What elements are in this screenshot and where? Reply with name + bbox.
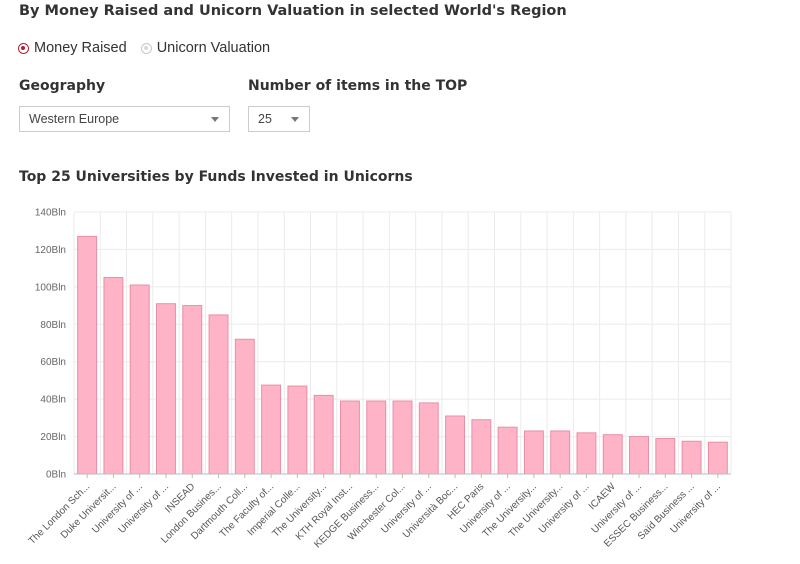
bar[interactable] xyxy=(445,415,466,475)
y-tick-label: 120Bln xyxy=(35,245,66,256)
geography-select-value: Western Europe xyxy=(29,112,120,126)
chevron-down-icon xyxy=(211,116,219,122)
bar[interactable] xyxy=(103,277,124,475)
metric-radio-group: Money Raised Unicorn Valuation xyxy=(18,40,284,56)
bar[interactable] xyxy=(287,385,308,475)
bar[interactable] xyxy=(208,314,229,475)
bar[interactable] xyxy=(156,303,176,475)
bar[interactable] xyxy=(366,400,387,475)
bar[interactable] xyxy=(339,400,360,475)
bar[interactable] xyxy=(313,394,334,475)
bar[interactable] xyxy=(576,432,597,475)
y-tick-label: 60Bln xyxy=(40,357,66,368)
top-n-select-value: 25 xyxy=(258,112,272,126)
chart-bars xyxy=(77,235,728,475)
bar[interactable] xyxy=(550,430,571,475)
y-tick-label: 20Bln xyxy=(40,432,66,443)
bar[interactable] xyxy=(182,305,203,475)
y-tick-label: 80Bln xyxy=(40,320,66,331)
bar[interactable] xyxy=(129,284,150,475)
bar-chart: 0Bln 20Bln 40Bln 60Bln 80Bln 100Bln 120Bln 140B… xyxy=(27,208,732,550)
bar[interactable] xyxy=(629,436,649,475)
y-tick-label: 0Bln xyxy=(46,470,66,481)
bar[interactable] xyxy=(418,402,439,475)
geography-select[interactable]: Western Europe xyxy=(19,106,230,132)
y-tick-label: 140Bln xyxy=(35,208,66,219)
bar[interactable] xyxy=(602,434,623,475)
top-n-select[interactable]: 25 xyxy=(248,106,310,132)
chevron-down-icon xyxy=(291,116,299,122)
radio-checked-icon[interactable] xyxy=(18,42,29,54)
bar[interactable] xyxy=(655,437,676,475)
geography-label: Geography xyxy=(19,78,106,94)
page-title: By Money Raised and Unicorn Valuation in… xyxy=(19,3,567,19)
radio-unicorn-valuation-label: Unicorn Valuation xyxy=(156,40,271,56)
bar[interactable] xyxy=(261,384,282,475)
bar[interactable] xyxy=(497,426,518,475)
bar[interactable] xyxy=(234,338,255,475)
radio-money-raised-label: Money Raised xyxy=(34,40,127,56)
bar[interactable] xyxy=(392,400,413,475)
bar[interactable] xyxy=(523,430,544,475)
radio-unchecked-icon[interactable] xyxy=(140,42,152,54)
bar[interactable] xyxy=(681,440,702,475)
y-tick-label: 40Bln xyxy=(40,395,66,406)
radio-money-raised[interactable]: Money Raised xyxy=(18,40,127,56)
bar[interactable] xyxy=(707,441,728,475)
bar[interactable] xyxy=(471,419,492,475)
y-tick-label: 100Bln xyxy=(35,282,66,293)
top-n-label: Number of items in the TOP xyxy=(248,78,468,94)
radio-unicorn-valuation[interactable]: Unicorn Valuation xyxy=(140,40,271,56)
bar[interactable] xyxy=(77,235,98,475)
chart-title: Top 25 Universities by Funds Invested in… xyxy=(19,169,413,185)
chart-grid xyxy=(73,211,732,475)
